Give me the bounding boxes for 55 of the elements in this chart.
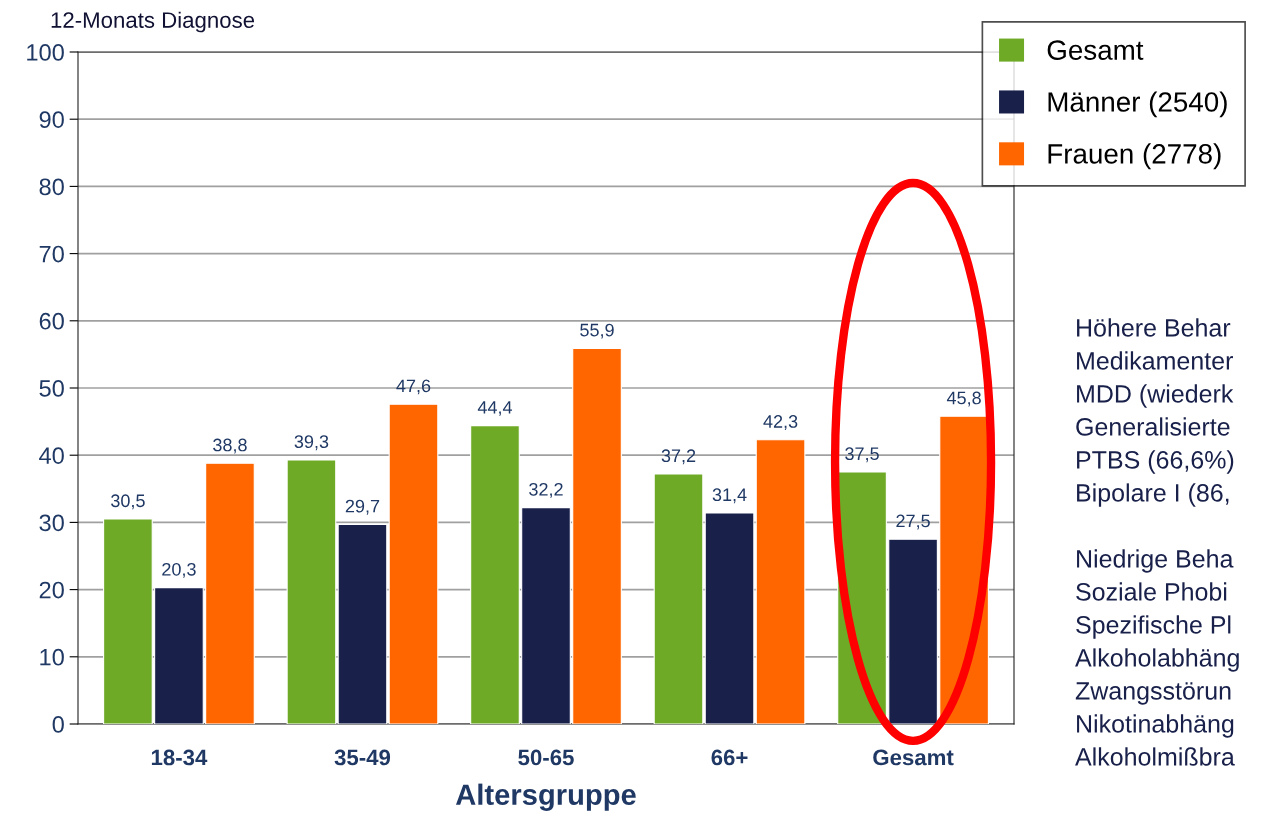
text: MDD (wiederk [1077,384,1234,408]
chart-title: 12-Monats Diagnose [51,11,255,33]
y-tick-label: 40 [39,447,64,464]
y-tick-label: 60 [39,312,64,330]
data-label: 37,2 [661,449,696,465]
text: Soziale Phobi [1076,582,1227,601]
x-axis-title: Altersgruppe [455,783,636,811]
text: Bipolare I (86, [1077,483,1229,507]
bar [388,403,439,724]
data-label: 47,6 [396,379,431,395]
x-tick-label: 18-34 [151,749,208,766]
x-tick-label: 35-49 [334,749,391,766]
y-tick-label: 90 [39,111,64,128]
text: Generalisierte [1076,417,1230,436]
text: Spezifische Pl [1076,615,1231,639]
text: Niedrige Beha [1077,549,1234,573]
y-tick-label: 50 [39,380,64,397]
x-tick-label: 66+ [711,749,748,766]
x-tick-label: Gesamt [873,749,954,766]
bar [704,512,755,724]
data-label: 27,5 [896,514,930,530]
text: PTBS (66,6%) [1077,450,1234,474]
bar [286,459,337,724]
bar [653,473,704,724]
data-label: 45,8 [946,391,981,407]
data-label: 38,8 [213,438,247,454]
text: Medikamenter [1077,351,1233,370]
text: Höhere Behar [1077,318,1231,337]
x-tick-label: 50-65 [518,749,574,766]
bar [337,523,388,724]
legend-label: Frauen (2778) [1048,143,1221,170]
legend-label: Gesamt [1047,40,1144,60]
y-tick-label: 10 [40,648,64,666]
text: Alkoholabhäng [1075,648,1239,672]
data-label: 44,4 [477,401,513,416]
data-label: 31,4 [712,488,747,504]
data-label: 42,3 [763,415,798,430]
text: Nikotinabhäng [1077,714,1234,738]
y-tick-label: 100 [27,44,64,61]
y-tick-label: 70 [39,245,64,263]
data-label: 39,3 [294,435,329,451]
y-tick-label: 80 [39,178,64,196]
data-label: 20,3 [162,562,196,578]
data-label: 32,2 [529,482,563,498]
data-label: 37,5 [845,447,879,463]
y-tick-label: 30 [39,514,64,532]
bar [755,439,806,724]
y-tick-label: 0 [52,716,64,733]
legend-label: Männer (2540) [1048,91,1227,118]
text: Zwangsstörun [1075,682,1231,705]
data-label: 29,7 [345,499,380,515]
data-label: 55,9 [580,323,614,339]
data-label: 30,5 [111,494,145,510]
text: Alkoholmißbra [1075,747,1235,766]
y-tick-label: 20 [39,581,64,599]
